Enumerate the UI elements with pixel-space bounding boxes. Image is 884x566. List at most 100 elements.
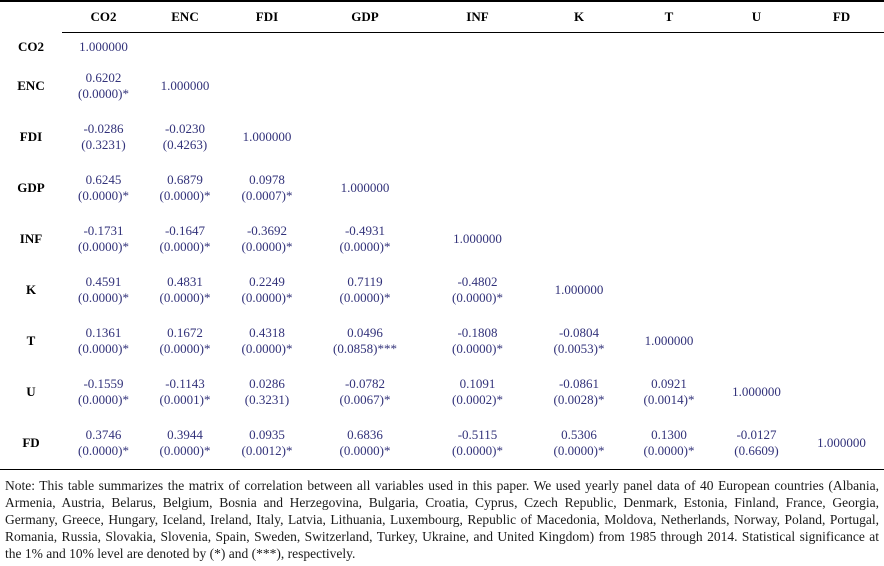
matrix-cell: -0.0230 (0.4263): [145, 112, 225, 163]
table-row-gdp: GDP 0.6245 (0.0000)* 0.6879 (0.0000)* 0.0978(…: [0, 163, 884, 214]
matrix-cell: [534, 112, 624, 163]
matrix-cell: 0.6202 (0.0000)*: [62, 61, 145, 112]
p-value: (0.0000)*: [78, 290, 129, 305]
p-value: (0.3231): [244, 392, 290, 407]
correlation-value: 0.1091: [459, 376, 496, 391]
matrix-cell: 1.000000: [421, 214, 534, 265]
matrix-cell: 1.000000: [145, 61, 225, 112]
matrix-cell: [534, 214, 624, 265]
p-value: (0.4263): [162, 137, 208, 152]
matrix-cell: -0.4802 (0.0000)*: [421, 265, 534, 316]
p-value: (0.0000)*: [78, 239, 129, 254]
matrix-cell: [799, 265, 884, 316]
p-value: (0.0000)*: [339, 443, 391, 458]
correlation-value: 1.000000: [340, 180, 390, 195]
p-value: (0.0000)*: [643, 443, 695, 458]
p-value: (0.0000)*: [241, 341, 293, 356]
matrix-cell: -0.0286 (0.3231): [62, 112, 145, 163]
matrix-cell: 1.000000: [534, 265, 624, 316]
matrix-cell: [714, 316, 799, 367]
correlation-value: 0.1361: [85, 325, 122, 340]
matrix-cell: [534, 61, 624, 112]
table-header-row: CO2 ENC FDI GDP INF K T U FD: [0, 1, 884, 33]
correlation-value: 0.6836: [347, 427, 383, 442]
matrix-cell: -0.1143 (0.0001)*: [145, 367, 225, 418]
correlation-value: 0.5306: [561, 427, 597, 442]
matrix-cell: 0.0286 (0.3231): [225, 367, 309, 418]
matrix-cell: 0.1300 (0.0000)*: [624, 418, 714, 469]
matrix-cell: [309, 112, 421, 163]
correlation-value: -0.3692: [246, 223, 288, 238]
matrix-cell: 0.4831 (0.0000)*: [145, 265, 225, 316]
row-header-t: T: [26, 333, 36, 348]
matrix-cell: [421, 33, 534, 61]
p-value: (0.0053)*: [553, 341, 605, 356]
matrix-cell: [145, 33, 225, 61]
matrix-cell: -0.0861 (0.0028)*: [534, 367, 624, 418]
matrix-cell: 0.6879 (0.0000)*: [145, 163, 225, 214]
correlation-value: 0.4591: [85, 274, 122, 289]
column-header-fd: FD: [799, 1, 884, 33]
matrix-cell: 0.6245 (0.0000)*: [62, 163, 145, 214]
column-header-u: U: [714, 1, 799, 33]
p-value: (0.0000)*: [241, 239, 293, 254]
matrix-cell: -0.1808 (0.0000)*: [421, 316, 534, 367]
matrix-cell: [624, 112, 714, 163]
matrix-cell: -0.0127 (0.6609): [714, 418, 799, 469]
correlation-value: -0.4931: [344, 223, 386, 238]
matrix-cell: 0.0496 (0.0858)***: [309, 316, 421, 367]
matrix-cell: [799, 33, 884, 61]
row-header-co2: CO2: [18, 38, 44, 54]
p-value: (0.0000)*: [339, 239, 391, 254]
matrix-cell: [624, 163, 714, 214]
table-row-fdi: FDI -0.0286 (0.3231) -0.0230 (0.4263) 1.00000…: [0, 112, 884, 163]
matrix-cell: 0.1091 (0.0002)*: [421, 367, 534, 418]
matrix-cell: 1.000000: [62, 33, 145, 61]
matrix-cell: [799, 316, 884, 367]
p-value: (0.0000)*: [159, 341, 211, 356]
p-value: (0.0000)*: [159, 443, 211, 458]
matrix-cell: [714, 214, 799, 265]
p-value: (0.0000)*: [452, 290, 503, 305]
corner-cell: [0, 1, 62, 33]
correlation-value: -0.0804: [558, 325, 600, 340]
matrix-cell: [624, 214, 714, 265]
matrix-cell: [714, 163, 799, 214]
correlation-value: 0.1300: [651, 427, 687, 442]
correlation-value: -0.4802: [457, 274, 498, 289]
matrix-cell: 0.5306 (0.0000)*: [534, 418, 624, 469]
row-header-fdi: FDI: [19, 129, 43, 144]
correlation-value: -0.0127: [736, 427, 777, 442]
correlation-value: -0.0861: [558, 376, 600, 391]
matrix-cell: [309, 61, 421, 112]
matrix-cell: [799, 61, 884, 112]
correlation-value: -0.1647: [164, 223, 206, 238]
p-value: (0.0000)*: [159, 290, 211, 305]
correlation-value: 0.6245: [85, 172, 122, 187]
correlation-value: 0.3746: [85, 427, 122, 442]
matrix-cell: [714, 61, 799, 112]
matrix-cell: [225, 33, 309, 61]
table-note: Note: This table summarizes the matrix o…: [0, 468, 884, 562]
correlation-value: 1.000000: [644, 333, 694, 348]
row-header-u: U: [26, 384, 36, 399]
correlation-value: 1.000000: [817, 435, 866, 450]
correlation-value: -0.1559: [83, 376, 124, 391]
matrix-cell: [421, 163, 534, 214]
table-row-k: K 0.4591 (0.0000)* 0.4831 (0.0000)* 0.2249 (0.…: [0, 265, 884, 316]
matrix-cell: 0.1361 (0.0000)*: [62, 316, 145, 367]
correlation-value: 1.000000: [453, 231, 502, 246]
matrix-cell: [421, 112, 534, 163]
matrix-cell: 0.6836 (0.0000)*: [309, 418, 421, 469]
matrix-cell: -0.1731 (0.0000)*: [62, 214, 145, 265]
p-value: (0.0000)*: [452, 341, 503, 356]
column-header-fdi: FDI: [225, 1, 309, 33]
matrix-cell: -0.1647 (0.0000)*: [145, 214, 225, 265]
matrix-cell: [799, 112, 884, 163]
correlation-value: 1.000000: [554, 282, 604, 297]
correlation-value: -0.0286: [83, 121, 124, 136]
matrix-cell: [799, 214, 884, 265]
matrix-cell: 1.000000: [714, 367, 799, 418]
p-value: (0.0000)*: [78, 341, 129, 356]
